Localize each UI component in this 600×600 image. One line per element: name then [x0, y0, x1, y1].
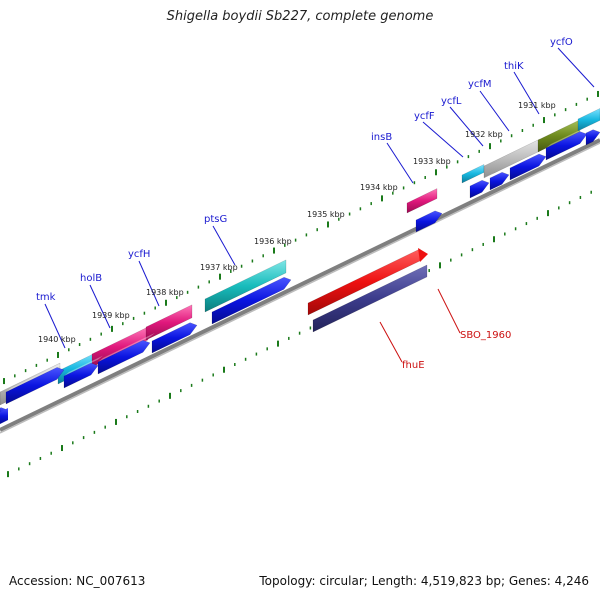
genome-backbone-shadow — [0, 142, 600, 434]
cds-arrow-forward[interactable] — [545, 131, 588, 161]
cds-arrow-forward[interactable] — [63, 362, 99, 389]
feature-magenta-holB[interactable] — [91, 326, 149, 368]
accession-text: Accession: NC_007613 — [9, 574, 146, 588]
kbp-label: 1940 kbp — [38, 335, 76, 344]
kbp-label: 1936 kbp — [254, 237, 292, 246]
gene-label-ycfF[interactable]: ycfF — [414, 111, 435, 122]
gene-callout-line — [437, 288, 461, 334]
feature-cyan-tmk-bevel — [58, 349, 100, 371]
cds-arrow-forward[interactable] — [509, 153, 547, 181]
cds-arrow-forward-bevel — [98, 332, 155, 362]
gene-callout-line — [379, 321, 403, 363]
gene-callout-line — [386, 142, 414, 184]
cds-arrow-forward-bevel — [152, 315, 202, 341]
gene-fhuE-bevel — [313, 260, 432, 320]
gene-fhuE[interactable] — [312, 264, 428, 333]
gene-SBO_1960-arrowhead — [418, 248, 428, 262]
topology-text: Topology: circular; Length: 4,519,823 bp… — [259, 574, 589, 588]
gene-features — [0, 106, 600, 424]
cds-arrow-forward-bevel — [416, 203, 447, 220]
cds-arrow-forward[interactable] — [469, 179, 490, 199]
gene-label-insB[interactable]: insB — [371, 132, 392, 143]
kbp-label: 1939 kbp — [92, 311, 130, 320]
kbp-tick-marks — [3, 90, 599, 478]
feature-magenta-ycfH-bevel — [146, 300, 197, 327]
cds-arrow-forward-bevel — [6, 359, 69, 392]
gene-label-SBO_1960[interactable]: SBO_1960 — [460, 330, 511, 341]
gene-label-ycfM[interactable]: ycfM — [468, 79, 492, 90]
cds-arrow-forward-bevel — [546, 124, 592, 148]
gene-label-ycfH[interactable]: ycfH — [128, 249, 150, 260]
cds-arrow-forward-bevel — [64, 355, 103, 376]
cds-arrow-forward[interactable] — [5, 367, 65, 405]
kbp-label: 1933 kbp — [413, 157, 451, 166]
cds-arrow-forward[interactable] — [585, 129, 600, 146]
cds-arrow-forward[interactable] — [489, 171, 510, 191]
cds-arrow-forward[interactable] — [415, 210, 443, 233]
feature-cyan-ycfF-bevel — [462, 160, 489, 175]
cds-arrow-forward[interactable] — [97, 339, 151, 375]
gene-SBO_1960-bevel — [308, 244, 425, 303]
gene-callout-line — [479, 90, 510, 132]
gene-label-callouts — [44, 47, 595, 363]
kbp-label: 1931 kbp — [518, 101, 556, 110]
gene-callout-line — [44, 303, 66, 349]
cds-arrow-forward[interactable] — [151, 322, 198, 354]
gene-callout-line — [557, 47, 595, 88]
kbp-label: 1934 kbp — [360, 183, 398, 192]
feature-cyan-ycfO[interactable] — [577, 108, 600, 132]
cds-arrow-forward-bevel — [586, 124, 600, 133]
kbp-label: 1938 kbp — [146, 288, 184, 297]
kbp-label: 1932 kbp — [465, 130, 503, 139]
kbp-label: 1935 kbp — [307, 210, 345, 219]
feature-grey-ycfM-bevel — [484, 134, 545, 166]
feature-magenta-ycfH[interactable] — [145, 304, 193, 341]
feature-magenta-insB-bevel — [407, 184, 442, 203]
feature-olive-thiK-bevel — [538, 115, 585, 140]
gene-callout-line — [513, 71, 540, 115]
cds-arrow-edge[interactable] — [0, 408, 8, 424]
gene-label-thiK[interactable]: thiK — [504, 61, 524, 72]
feature-teal-ptsG[interactable] — [204, 259, 287, 313]
gene-label-holB[interactable]: holB — [80, 273, 102, 284]
cds-arrow-forward[interactable] — [211, 276, 292, 325]
cds-arrow-forward-bevel — [470, 172, 494, 186]
gene-label-fhuE[interactable]: fhuE — [402, 360, 425, 371]
feature-teal-ptsG-bevel — [205, 255, 291, 299]
gene-callout-line — [89, 284, 111, 329]
feature-magenta-holB-bevel — [92, 322, 153, 354]
gene-label-ycfO[interactable]: ycfO — [550, 37, 573, 48]
gene-label-tmk[interactable]: tmk — [36, 292, 56, 303]
gene-label-ycfL[interactable]: ycfL — [441, 96, 462, 107]
feature-magenta-insB[interactable] — [406, 188, 438, 214]
cds-arrow-forward-bevel — [510, 146, 551, 168]
feature-cyan-ycfO-bevel — [578, 106, 600, 119]
gene-label-ptsG[interactable]: ptsG — [204, 214, 227, 225]
feature-grey-left-bevel — [0, 359, 65, 392]
gene-callout-line — [212, 225, 236, 266]
gene-callout-line — [422, 121, 464, 158]
gene-callout-line — [449, 106, 484, 147]
genome-backbone — [0, 138, 600, 432]
cds-arrow-forward-bevel — [490, 164, 514, 178]
kbp-label: 1937 kbp — [200, 263, 238, 272]
map-title: Shigella boydii Sb227, complete genome — [166, 9, 434, 24]
cds-arrow-forward-bevel — [212, 269, 296, 312]
gene-callout-line — [138, 260, 160, 307]
